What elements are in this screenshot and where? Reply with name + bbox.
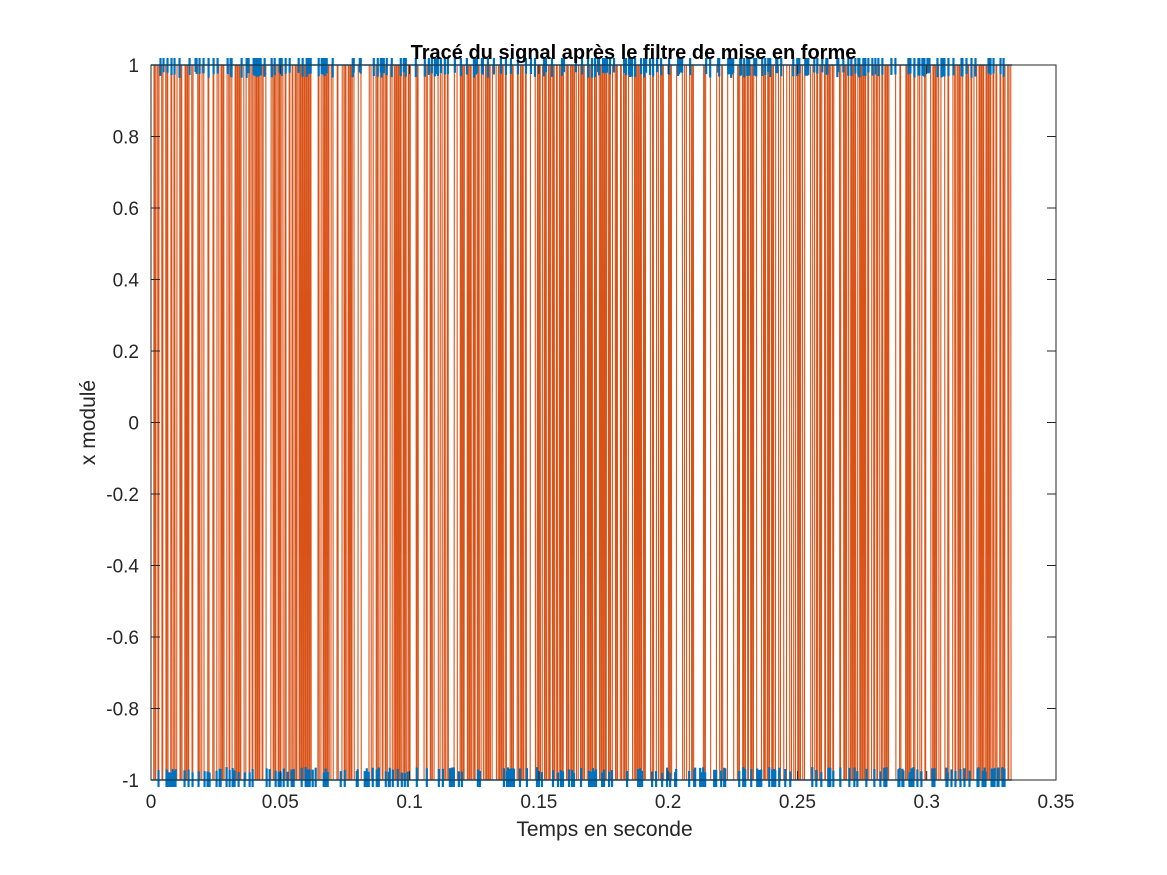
y-tick-label: 0.2	[113, 342, 139, 363]
x-tick-label: 0.25	[779, 792, 816, 813]
x-tick-label: 0.35	[1038, 792, 1075, 813]
y-tick-label: 0.6	[113, 199, 139, 220]
x-tick-label: 0.3	[914, 792, 940, 813]
signal-line	[151, 64, 1012, 781]
x-tick-label: 0.1	[396, 792, 422, 813]
y-tick-label: -0.8	[106, 700, 139, 721]
tick-labels: 0 0.05 0.1 0.15 0.2 0.25 0.3 0.35 -1 -0.8 -0.6 -0.4…	[106, 56, 1074, 813]
x-tick-label: 0.05	[262, 792, 299, 813]
x-tick-label: 0	[146, 792, 157, 813]
chart-title: Tracé du signal après le filtre de mise …	[411, 42, 857, 64]
y-tick-label: -0.6	[106, 628, 139, 649]
plot-area: 0 0.05 0.1 0.15 0.2 0.25 0.3 0.35 -1 -0.8 -0.6 -0.4…	[106, 56, 1074, 813]
y-tick-label: -0.2	[106, 485, 139, 506]
y-tick-label: 1	[128, 56, 139, 77]
tick-marks	[150, 64, 1057, 781]
y-tick-label: 0.4	[113, 271, 140, 292]
y-tick-label: -1	[122, 771, 139, 792]
y-tick-label: 0.8	[113, 128, 139, 149]
y-tick-label: 0	[128, 414, 139, 435]
signal-series	[151, 64, 1012, 781]
x-axis-label: Temps en seconde	[516, 818, 692, 841]
x-tick-label: 0.2	[655, 792, 681, 813]
x-tick-label: 0.15	[520, 792, 557, 813]
y-axis-label: x modulé	[77, 380, 100, 465]
y-tick-label: -0.4	[106, 557, 139, 578]
